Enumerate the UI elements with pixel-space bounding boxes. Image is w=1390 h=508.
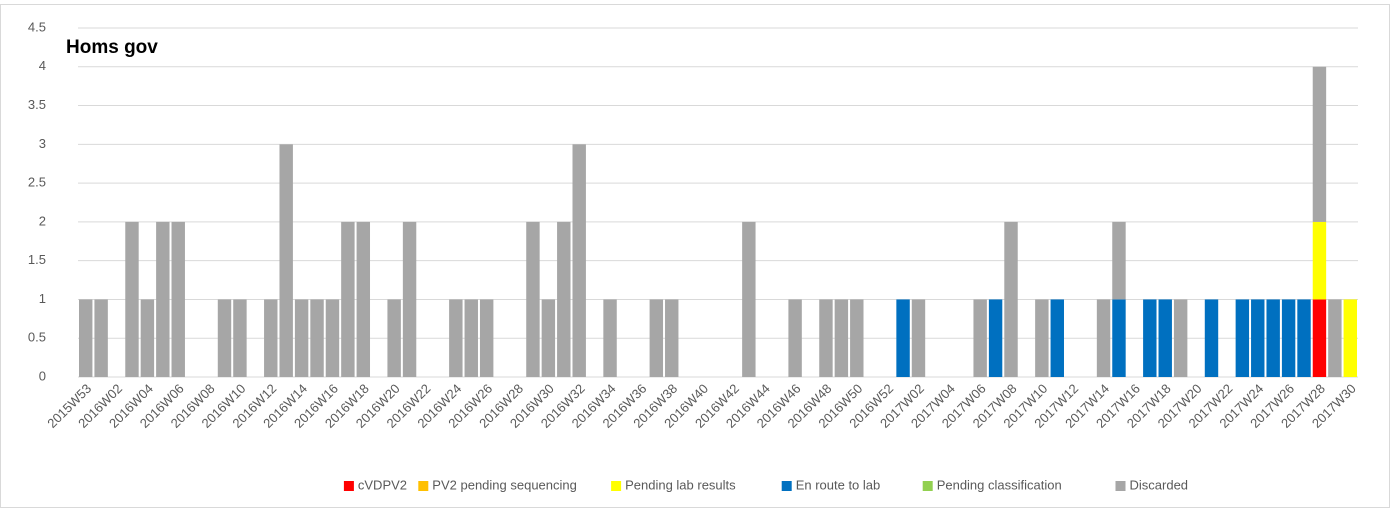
legend-swatch [1115, 481, 1126, 491]
legend-label: En route to lab [796, 477, 881, 492]
y-tick-label: 1.5 [28, 252, 46, 267]
legend-swatch [922, 481, 933, 491]
bar-segment [464, 299, 478, 377]
legend-label: cVDPV2 [358, 477, 407, 492]
bar-segment [310, 299, 324, 377]
bar-segment [896, 299, 910, 377]
bar-segment [156, 221, 170, 377]
legend-swatch [781, 481, 792, 491]
y-tick-label: 2 [39, 213, 46, 228]
bar-segment [1297, 299, 1311, 377]
legend-label: Pending lab results [625, 477, 736, 492]
y-tick-label: 0.5 [28, 330, 46, 345]
bar-segment [1343, 299, 1357, 377]
chart-border [0, 4, 1390, 508]
legend-swatch [611, 481, 622, 491]
bar-segment [341, 221, 355, 377]
bar-segment [834, 299, 849, 377]
bar-segment [387, 299, 401, 377]
y-tick-label: 1 [39, 291, 46, 306]
bar-segment [1312, 66, 1327, 222]
bar-segment [911, 299, 926, 377]
bar-segment [1281, 299, 1296, 377]
bar-segment [125, 221, 139, 377]
y-tick-label: 3 [39, 136, 46, 151]
bar-segment [1143, 299, 1157, 377]
bar-segment [1158, 299, 1172, 377]
bar-segment [1312, 221, 1327, 300]
bar-segment [819, 299, 833, 377]
bar-segment [402, 221, 417, 377]
bar-segment [988, 299, 1003, 377]
legend-swatch [343, 481, 354, 491]
bar-segment [788, 299, 802, 377]
bar-segment [572, 144, 586, 377]
bar-segment [973, 299, 987, 377]
legend-swatch [418, 481, 429, 491]
bar-segment [171, 221, 185, 377]
bar-segment [557, 221, 571, 377]
y-tick-label: 3.5 [28, 97, 46, 112]
bar-segment [541, 299, 556, 377]
bar-segment [294, 299, 309, 377]
bar-segment [603, 299, 617, 377]
bar-segment [1035, 299, 1049, 377]
legend-label: PV2 pending sequencing [432, 477, 577, 492]
bar-segment [264, 299, 278, 377]
y-tick-label: 4 [39, 58, 46, 73]
chart-title: Homs gov [66, 37, 158, 58]
bar-segment [1050, 299, 1064, 377]
bar-segment [649, 299, 664, 377]
bar-segment [1096, 299, 1111, 377]
bar-segment [140, 299, 155, 377]
bar-segment [742, 221, 756, 377]
bar-segment [356, 221, 371, 377]
bar-segment [1112, 299, 1126, 377]
labels: 00.511.522.533.544.52015W532016W022016W0… [28, 19, 1359, 492]
bar-segment [1266, 299, 1280, 377]
bar-segment [1112, 221, 1126, 300]
bar-segment [217, 299, 232, 377]
bar-segment [325, 299, 340, 377]
legend-label: Discarded [1130, 477, 1189, 492]
y-tick-label: 4.5 [28, 19, 46, 34]
bars [79, 66, 1357, 377]
bar-segment [1251, 299, 1265, 377]
bar-segment [1204, 299, 1219, 377]
bar-segment [665, 299, 679, 377]
bar-segment [1312, 299, 1327, 377]
bar-segment [850, 299, 864, 377]
y-tick-label: 0 [39, 368, 46, 383]
legend-label: Pending classification [937, 477, 1062, 492]
bar-segment [1004, 221, 1018, 377]
bar-segment [94, 299, 108, 377]
bar-segment [479, 299, 494, 377]
y-tick-label: 2.5 [28, 175, 46, 190]
bar-segment [79, 299, 93, 377]
bar-segment [526, 221, 540, 377]
bar-segment [449, 299, 463, 377]
bar-segment [279, 144, 293, 377]
bar-segment [233, 299, 247, 377]
bar-segment [1235, 299, 1250, 377]
bar-segment [1173, 299, 1188, 377]
bar-segment [1328, 299, 1342, 377]
